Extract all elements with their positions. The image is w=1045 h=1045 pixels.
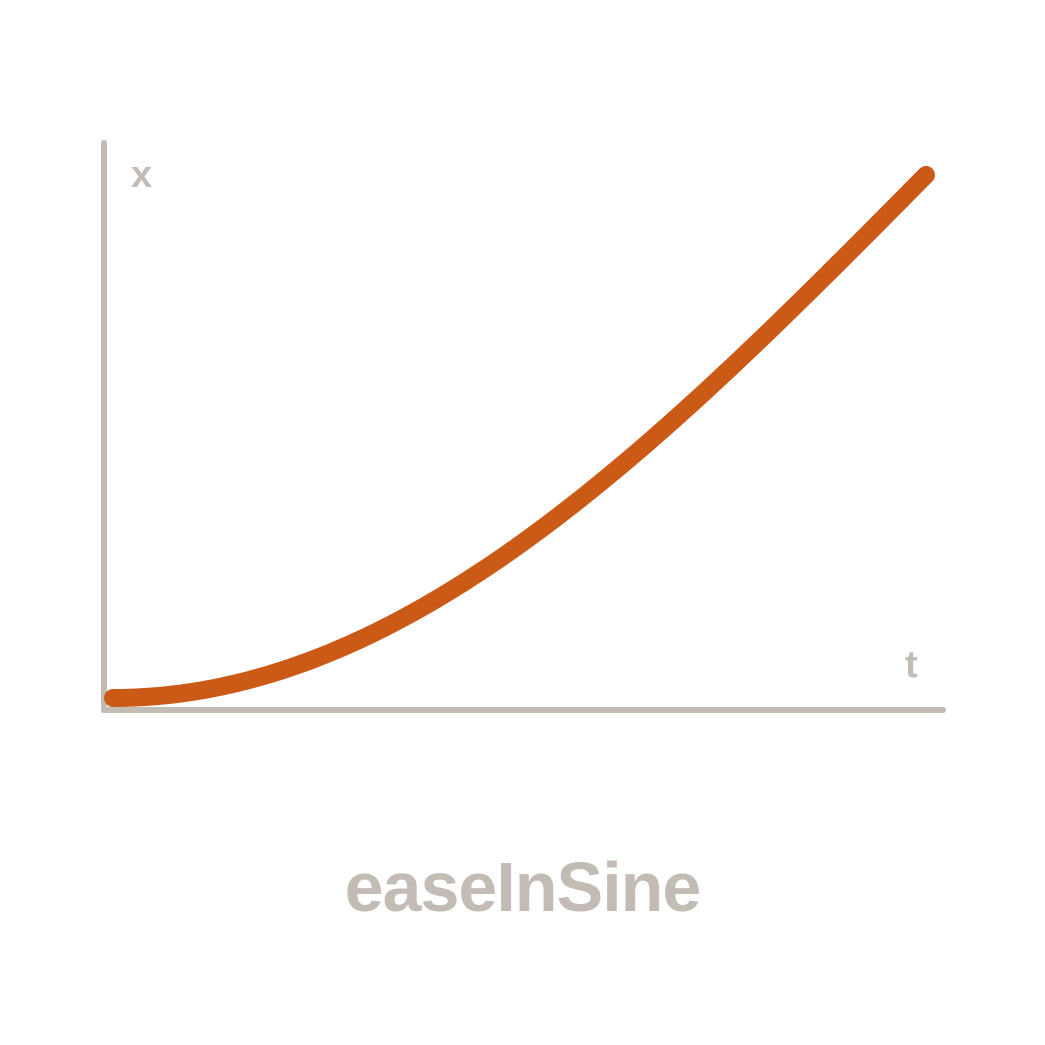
series-curve <box>104 166 935 707</box>
chart-title: easeInSine <box>344 848 702 926</box>
y-axis-label: x <box>131 154 152 196</box>
x-axis-label: t <box>905 644 918 686</box>
